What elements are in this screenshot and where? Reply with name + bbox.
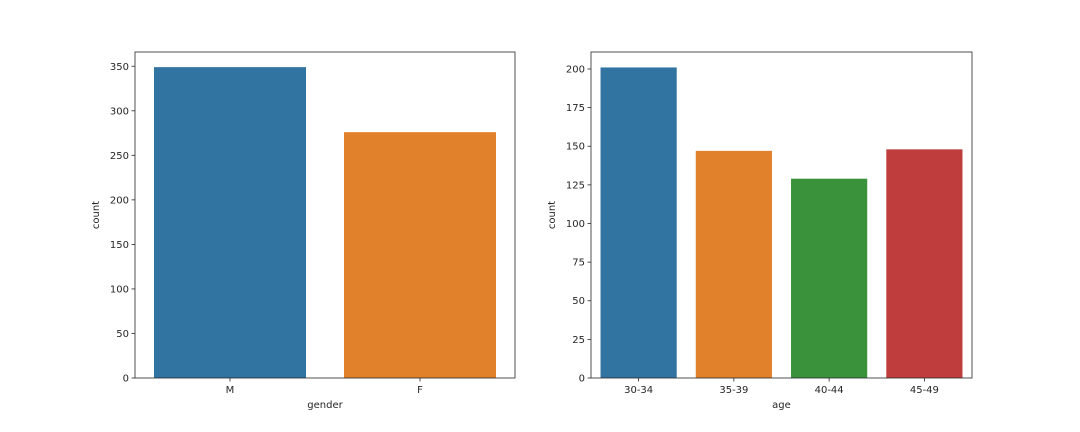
- y-tick-label: 150: [566, 142, 585, 153]
- y-tick-label: 100: [566, 219, 585, 230]
- y-tick-label: 250: [110, 151, 129, 162]
- bar-f: [344, 132, 496, 378]
- y-tick-label: 100: [110, 284, 129, 295]
- x-axis-label: gender: [307, 400, 343, 411]
- bar-35-39: [695, 150, 772, 378]
- y-tick-label: 50: [572, 296, 585, 307]
- y-axis-label: count: [91, 201, 102, 229]
- y-tick-label: 50: [116, 329, 129, 340]
- x-tick-label: 40-44: [815, 385, 844, 396]
- bar-m: [154, 67, 306, 378]
- x-tick-label: 45-49: [910, 385, 939, 396]
- y-tick-label: 0: [579, 374, 585, 385]
- y-tick-label: 200: [566, 64, 585, 75]
- plot-frame: [134, 51, 516, 379]
- bar-30-34: [600, 67, 677, 379]
- y-tick-label: 350: [110, 62, 129, 73]
- age-count-chart: 0 25 50 75 100 125 150 175 200 30-34 35-39 40-44 45-…: [547, 51, 973, 411]
- y-tick-label: 0: [123, 374, 129, 385]
- y-tick-label: 125: [566, 180, 585, 191]
- bar-40-44: [791, 178, 868, 378]
- x-tick-label: 30-34: [624, 385, 653, 396]
- x-tick-label: F: [417, 385, 423, 396]
- x-tick-label: 35-39: [719, 385, 748, 396]
- y-tick-label: 200: [110, 195, 129, 206]
- x-tick-label: M: [226, 385, 235, 396]
- x-axis-label: age: [772, 400, 791, 411]
- y-tick-label: 300: [110, 106, 129, 117]
- y-tick-label: 25: [572, 335, 585, 346]
- y-axis-label: count: [547, 201, 558, 229]
- bar-45-49: [886, 149, 963, 378]
- y-tick-label: 150: [110, 240, 129, 251]
- plot-frame: [590, 51, 973, 379]
- y-tick-label: 175: [566, 103, 585, 114]
- y-tick-label: 75: [572, 258, 585, 269]
